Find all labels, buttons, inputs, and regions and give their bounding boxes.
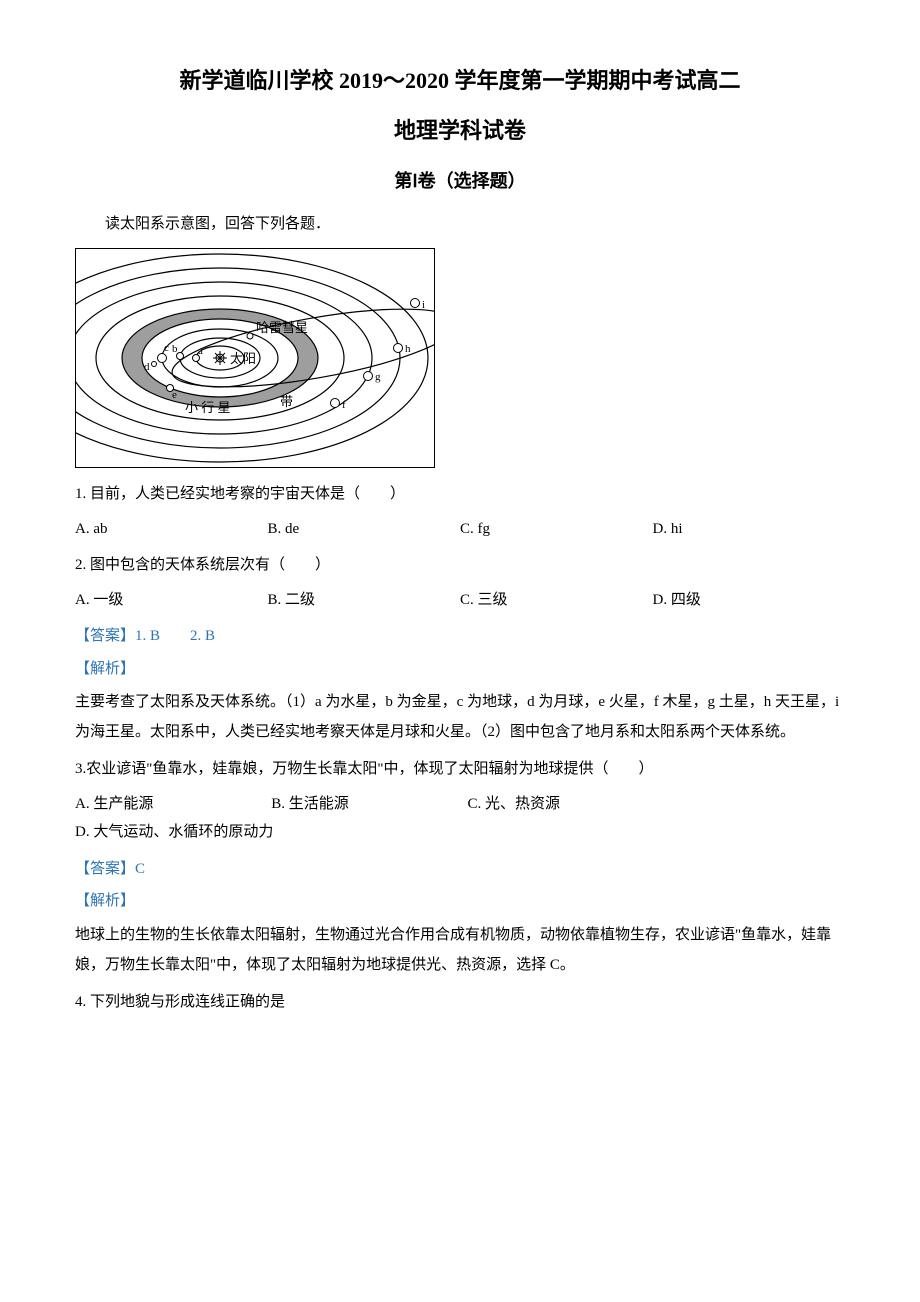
answer-3: 【答案】C [75, 855, 845, 884]
svg-text:a: a [198, 345, 203, 357]
exam-title-line2: 地理学科试卷 [75, 110, 845, 152]
analysis-label-3: 【解析】 [75, 887, 845, 916]
q3-option-d: D. 大气运动、水循环的原动力 [75, 818, 273, 847]
question-1-options: A. ab B. de C. fg D. hi [75, 515, 845, 544]
section-header: 第Ⅰ卷（选择题） [75, 164, 845, 198]
analysis-label-1-2: 【解析】 [75, 655, 845, 684]
question-2: 2. 图中包含的天体系统层次有（ ） [75, 551, 845, 580]
comet-label: 哈雷彗星 [256, 320, 308, 335]
question-2-options: A. 一级 B. 二级 C. 三级 D. 四级 [75, 586, 845, 615]
q1-option-c: C. fg [460, 515, 653, 544]
q2-option-a: A. 一级 [75, 586, 268, 615]
exam-title-line1: 新学道临川学校 2019～2020 学年度第一学期期中考试高二 [75, 60, 845, 102]
question-4: 4. 下列地貌与形成连线正确的是 [75, 988, 845, 1017]
svg-text:c: c [164, 342, 169, 354]
svg-text:d: d [144, 361, 150, 373]
solar-system-figure: 太阳 a b c d e f g h i 哈雷彗星 [75, 248, 845, 468]
analysis-text-3: 地球上的生物的生长依靠太阳辐射，生物通过光合作用合成有机物质，动物依靠植物生存，… [75, 920, 845, 980]
q3-option-c: C. 光、热资源 [468, 790, 661, 819]
q1-option-d: D. hi [653, 515, 846, 544]
q2-option-b: B. 二级 [268, 586, 461, 615]
svg-text:h: h [405, 343, 411, 355]
q2-option-d: D. 四级 [653, 586, 846, 615]
asteroid-belt-label-right: 带 [280, 394, 293, 409]
q2-option-c: C. 三级 [460, 586, 653, 615]
answer-1-2: 【答案】1. B 2. B [75, 622, 845, 651]
svg-text:g: g [375, 371, 381, 383]
q3-option-a: A. 生产能源 [75, 790, 268, 819]
svg-text:b: b [172, 343, 178, 355]
asteroid-belt-label-left: 小 行 星 [185, 400, 231, 415]
svg-text:e: e [172, 389, 177, 401]
question-1: 1. 目前，人类已经实地考察的宇宙天体是（ ） [75, 480, 845, 509]
analysis-text-1-2: 主要考查了太阳系及天体系统。（1）a 为水星，b 为金星，c 为地球，d 为月球… [75, 687, 845, 747]
svg-text:f: f [342, 399, 346, 411]
q3-option-b: B. 生活能源 [271, 790, 464, 819]
q1-option-a: A. ab [75, 515, 268, 544]
question-3: 3.农业谚语"鱼靠水，娃靠娘，万物生长靠太阳"中，体现了太阳辐射为地球提供（ ） [75, 755, 845, 784]
q1-option-b: B. de [268, 515, 461, 544]
sun-label: 太阳 [230, 351, 256, 366]
question-3-options: A. 生产能源 B. 生活能源 C. 光、热资源 D. 大气运动、水循环的原动力 [75, 790, 845, 847]
reading-instruction: 读太阳系示意图，回答下列各题． [75, 210, 845, 239]
